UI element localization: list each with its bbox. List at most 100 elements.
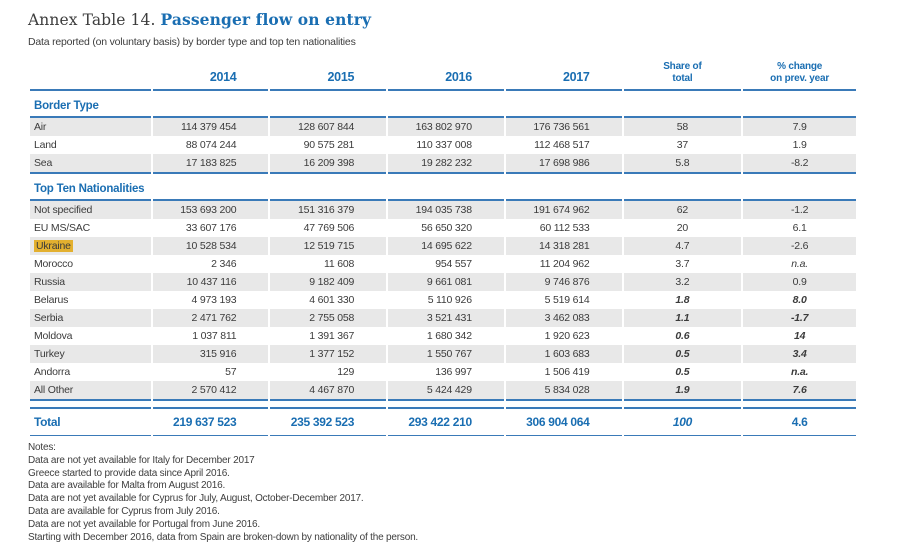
table-row: Andorra 57 129 136 997 1 506 419 0.5 n.a. <box>30 363 856 381</box>
table-subtitle: Data reported (on voluntary basis) by bo… <box>28 36 356 48</box>
row-label: Ukraine <box>30 237 151 255</box>
passenger-flow-table: 2014 2015 2016 2017 Share of total% change o… <box>28 58 858 436</box>
change-cell: 0.9 <box>743 273 856 291</box>
pct-change-header: % change on prev. year <box>743 58 856 91</box>
change-cell: -1.7 <box>743 309 856 327</box>
table-row: Turkey 315 916 1 377 152 1 550 767 1 603 683… <box>30 345 856 363</box>
table-row: Not specified 153 693 200 151 316 379 194 0… <box>30 199 856 219</box>
value-cell: 1 603 683 <box>505 345 622 363</box>
change-cell: 7.9 <box>743 116 856 136</box>
total-value-cell: 293 422 210 <box>388 407 504 436</box>
value-cell: 19 282 232 <box>388 154 504 174</box>
value-cell: 11 608 <box>324 258 355 270</box>
value-cell: 4 601 330 <box>309 294 355 306</box>
value-cell: 4 973 193 <box>191 294 237 306</box>
change-cell: 6.1 <box>792 222 807 234</box>
value-cell: 191 674 962 <box>505 199 622 219</box>
share-cell: 3.2 <box>623 273 742 291</box>
value-cell: 1 920 623 <box>544 330 590 342</box>
note-line: Data are available for Cyprus from July … <box>28 505 220 517</box>
value-cell: 5 424 429 <box>388 381 504 401</box>
table-number-label: Annex Table 14. <box>28 11 156 29</box>
value-cell: 2 570 412 <box>152 381 269 401</box>
value-cell: 1 377 152 <box>270 345 387 363</box>
value-cell: 10 437 116 <box>152 273 269 291</box>
value-cell: 1 680 342 <box>426 330 472 342</box>
value-cell: 16 209 398 <box>270 154 387 174</box>
row-label: Sea <box>30 154 151 174</box>
share-cell: 58 <box>623 116 742 136</box>
share-cell: 0.5 <box>623 345 742 363</box>
value-cell: 3 462 083 <box>505 309 622 327</box>
note-line: Data are not yet available for Italy for… <box>28 454 255 466</box>
share-cell: 1.8 <box>675 294 690 306</box>
share-cell: 5.8 <box>623 154 742 174</box>
value-cell: 9 746 876 <box>505 273 622 291</box>
value-cell: 114 379 454 <box>152 116 269 136</box>
value-cell: 1 391 367 <box>309 330 355 342</box>
total-label: Total <box>30 407 151 436</box>
value-cell: 2 755 058 <box>270 309 387 327</box>
value-cell: 14 695 622 <box>388 237 504 255</box>
value-cell: 112 468 517 <box>534 139 590 151</box>
value-cell: 151 316 379 <box>270 199 387 219</box>
total-value-cell: 219 637 523 <box>152 407 269 436</box>
value-cell: 90 575 281 <box>303 139 355 151</box>
value-cell: 4 467 870 <box>270 381 387 401</box>
value-cell: 163 802 970 <box>388 116 504 136</box>
row-label: All Other <box>30 381 151 401</box>
value-cell: 176 736 561 <box>505 116 622 136</box>
value-cell: 136 997 <box>435 366 472 378</box>
table-row: Belarus 4 973 193 4 601 330 5 110 926 5 519 … <box>30 291 856 309</box>
change-cell: 3.4 <box>743 345 856 363</box>
table-row: Land 88 074 244 90 575 281 110 337 008 112 4… <box>30 136 856 154</box>
value-cell: 1 506 419 <box>544 366 590 378</box>
note-line: Data are not yet available for Cyprus fo… <box>28 493 364 505</box>
total-value-cell: 235 392 523 <box>270 407 387 436</box>
change-cell: -2.6 <box>743 237 856 255</box>
note-line: Starting with December 2016, data from S… <box>28 531 419 543</box>
value-cell: 17 183 825 <box>152 154 269 174</box>
value-cell: 1 550 767 <box>388 345 504 363</box>
value-cell: 129 <box>337 366 355 378</box>
year-column-header: 2016 <box>388 58 504 91</box>
value-cell: 153 693 200 <box>152 199 269 219</box>
share-cell: 1.9 <box>623 381 742 401</box>
share-cell: 1.1 <box>623 309 742 327</box>
table-row: Moldova 1 037 811 1 391 367 1 680 342 1 920 … <box>30 327 856 345</box>
table-row: Ukraine 10 528 534 12 519 715 14 695 622 14 … <box>30 237 856 255</box>
share-cell: 62 <box>623 199 742 219</box>
value-cell: 10 528 534 <box>152 237 269 255</box>
share-cell: 0.6 <box>675 330 690 342</box>
change-cell: n.a. <box>790 366 809 378</box>
value-cell: 57 <box>225 366 237 378</box>
share-cell: 3.7 <box>675 258 690 270</box>
row-label: Not specified <box>30 199 151 219</box>
note-line: Notes: <box>28 442 56 453</box>
row-label: Russia <box>30 273 151 291</box>
row-label: Andorra <box>34 366 70 378</box>
value-cell: 3 521 431 <box>388 309 504 327</box>
total-row: Total 219 637 523 235 392 523 293 422 210 30… <box>30 407 856 436</box>
value-cell: 12 519 715 <box>270 237 387 255</box>
table-row: EU MS/SAC 33 607 176 47 769 506 56 650 320 6… <box>30 219 856 237</box>
table-row: All Other 2 570 412 4 467 870 5 424 429 5 83… <box>30 381 856 401</box>
total-value-cell: 306 904 064 <box>505 407 622 436</box>
value-cell: 14 318 281 <box>505 237 622 255</box>
value-cell: 88 074 244 <box>185 139 237 151</box>
value-cell: 5 110 926 <box>427 294 472 306</box>
value-cell: 5 519 614 <box>544 294 590 306</box>
value-cell: 5 834 028 <box>505 381 622 401</box>
row-label: Belarus <box>34 294 69 306</box>
value-cell: 2 471 762 <box>152 309 269 327</box>
row-label: Moldova <box>34 330 73 342</box>
value-cell: 9 661 081 <box>388 273 504 291</box>
table-row: Air 114 379 454 128 607 844 163 802 970 176 … <box>30 116 856 136</box>
change-cell: 14 <box>793 330 806 342</box>
year-column-header: 2017 <box>505 58 622 91</box>
column-header-row: 2014 2015 2016 2017 Share of total% change o… <box>30 58 856 91</box>
highlighted-label: Ukraine <box>34 240 73 252</box>
table-title: Passenger flow on entry <box>160 10 372 29</box>
table-row: Sea 17 183 825 16 209 398 19 282 232 17 698 … <box>30 154 856 174</box>
year-column-header: 2014 <box>152 58 269 91</box>
